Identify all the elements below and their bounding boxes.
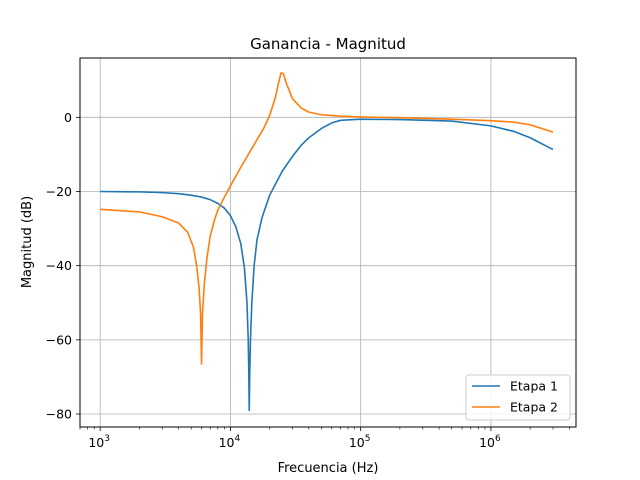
x-ticks: 103 104 105 106	[79, 427, 570, 450]
x-tick-label: 105	[349, 434, 371, 450]
legend: Etapa 1 Etapa 2	[465, 374, 571, 421]
series-line-etapa-2	[100, 72, 554, 365]
y-tick-label: −20	[46, 184, 72, 199]
chart-title: Ganancia - Magnitud	[250, 35, 406, 53]
y-tick-label: −40	[46, 258, 72, 273]
legend-label: Etapa 2	[510, 400, 558, 415]
plot-frame	[79, 57, 577, 428]
y-axis-label: Magnitud (dB)	[20, 196, 35, 288]
x-tick-label: 103	[88, 434, 110, 450]
series-lines	[100, 72, 554, 412]
x-tick-label: 106	[479, 434, 501, 450]
y-tick-label: 0	[64, 110, 72, 125]
x-axis-label: Frecuencia (Hz)	[278, 461, 379, 476]
legend-label: Etapa 1	[510, 379, 558, 394]
y-ticks: 0 −20 −40 −60 −80	[46, 110, 80, 422]
series-line-etapa-1	[100, 118, 554, 412]
y-tick-label: −80	[46, 407, 72, 422]
y-tick-label: −60	[46, 332, 72, 347]
x-tick-label: 104	[219, 434, 241, 450]
